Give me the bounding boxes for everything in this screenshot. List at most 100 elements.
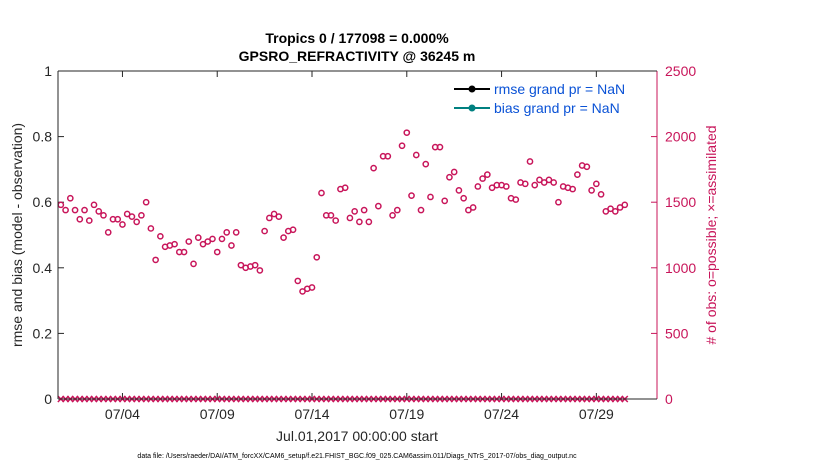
obs-possible-point [403, 129, 411, 137]
legend-rmse-label: rmse grand pr = NaN [494, 81, 625, 97]
right-y-axis: 0 500 1000 1500 2000 2500 [651, 63, 696, 407]
legend-box [447, 79, 647, 117]
obs-possible-point [531, 181, 539, 189]
obs-possible-point [341, 184, 349, 192]
obs-possible-point [526, 158, 534, 165]
obs-possible-point [85, 217, 93, 224]
legend-bias-marker [468, 104, 476, 112]
obs-possible-point [261, 227, 268, 235]
right-tick-label: 500 [665, 325, 689, 341]
x-tick-label: 07/04 [105, 406, 140, 422]
left-tick-label: 1 [44, 63, 52, 79]
x-tick-label: 07/24 [484, 406, 519, 422]
obs-possible-point [356, 218, 363, 226]
obs-possible-point [204, 238, 212, 245]
obs-possible-point [569, 185, 576, 193]
obs-possible-point [616, 204, 624, 211]
obs-possible-point [90, 201, 98, 209]
obs-possible-point [512, 196, 520, 203]
obs-possible-point [346, 214, 354, 222]
right-tick-label: 1500 [665, 194, 696, 210]
obs-possible-point [104, 229, 112, 236]
chart-title: Tropics 0 / 177098 = 0.000% [265, 30, 449, 46]
right-y-label: # of obs: o=possible; ×=assimilated [703, 125, 719, 344]
obs-possible-point [398, 142, 406, 150]
obs-possible-point [275, 213, 283, 220]
obs-possible-point [607, 205, 614, 213]
left-tick-label: 0.4 [33, 260, 53, 276]
obs-possible-point [574, 171, 581, 178]
obs-possible-point [555, 198, 562, 206]
obs-possible-point [545, 176, 553, 184]
left-y-label: rmse and bias (model - observation) [9, 123, 25, 347]
legend: rmse grand pr = NaN bias grand pr = NaN [447, 79, 647, 117]
obs-possible-point [327, 211, 335, 219]
obs-possible-point [422, 160, 430, 168]
obs-possible-point [592, 180, 600, 188]
obs-possible-point [621, 201, 629, 209]
plot-area [58, 71, 657, 399]
obs-possible-point [299, 288, 306, 295]
obs-possible-point [450, 168, 458, 176]
obs-possible-point [289, 226, 297, 234]
obs-possible-point [597, 190, 605, 198]
left-tick-label: 0 [44, 391, 52, 407]
obs-possible-point [474, 183, 482, 190]
obs-possible-point [488, 184, 496, 192]
obs-possible-point [256, 267, 264, 274]
obs-possible-point [100, 211, 107, 219]
obs-possible-point [308, 284, 316, 291]
obs-possible-point [583, 163, 591, 171]
obs-possible-point [138, 211, 145, 219]
x-tick-label: 07/29 [579, 406, 614, 422]
obs-possible-point [190, 260, 197, 268]
obs-possible-point [427, 193, 434, 201]
legend-bias-label: bias grand pr = NaN [494, 100, 620, 116]
obs-possible-point [351, 208, 359, 215]
obs-possible-point [251, 261, 259, 269]
obs-possible-point [521, 180, 529, 188]
obs-possible-point [194, 234, 202, 241]
obs-possible-point [223, 229, 231, 236]
legend-rmse-marker [468, 85, 476, 93]
obs-possible-point [588, 187, 595, 194]
obs-possible-point [171, 240, 178, 248]
obs-possible-point [119, 221, 126, 228]
obs-possible-point [550, 179, 558, 186]
obs-possible-point [270, 210, 278, 218]
obs-possible-point [71, 206, 79, 214]
x-axis: 07/04 07/09 07/14 07/19 07/24 07/29 [105, 71, 614, 422]
obs-possible-point [365, 218, 373, 226]
obs-possible-point [479, 175, 486, 182]
obs-possible-point [213, 248, 221, 256]
x-tick-label: 07/19 [389, 406, 424, 422]
obs-possible-point [114, 215, 122, 223]
obs-possible-point [199, 240, 207, 248]
obs-possible-point [360, 206, 368, 214]
obs-possible-point [147, 225, 155, 232]
obs-possible-point [157, 232, 164, 240]
x-tick-label: 07/09 [200, 406, 235, 422]
obs-possible-point [465, 206, 472, 214]
obs-possible-point [232, 229, 240, 236]
obs-possible-point [218, 235, 226, 243]
obs-possible-point [370, 164, 377, 172]
obs-possible-point [332, 217, 340, 224]
obs-possible-point [412, 151, 420, 159]
obs-possible-point [266, 214, 273, 222]
obs-possible-point [455, 187, 463, 194]
left-tick-label: 0.8 [33, 129, 53, 145]
obs-possible-point [95, 208, 103, 215]
obs-possible-point [483, 171, 491, 178]
left-tick-label: 0.6 [33, 194, 53, 210]
obs-possible-series [57, 129, 629, 295]
obs-possible-point [602, 208, 610, 215]
right-tick-label: 1000 [665, 260, 696, 276]
obs-possible-point [280, 234, 287, 241]
obs-possible-point [393, 206, 401, 214]
obs-possible-point [185, 238, 193, 245]
obs-possible-point [436, 143, 444, 151]
obs-possible-point [81, 206, 88, 214]
obs-possible-point [611, 208, 619, 215]
